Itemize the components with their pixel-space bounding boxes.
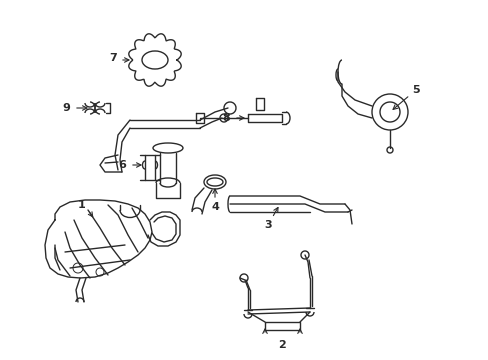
Text: 1: 1	[78, 200, 86, 210]
Text: 7: 7	[109, 53, 117, 63]
Text: 8: 8	[222, 113, 229, 123]
Text: 9: 9	[62, 103, 70, 113]
Text: 5: 5	[411, 85, 419, 95]
Text: 3: 3	[264, 220, 271, 230]
Text: 4: 4	[211, 202, 219, 212]
Text: 2: 2	[278, 340, 285, 350]
Text: 6: 6	[118, 160, 126, 170]
